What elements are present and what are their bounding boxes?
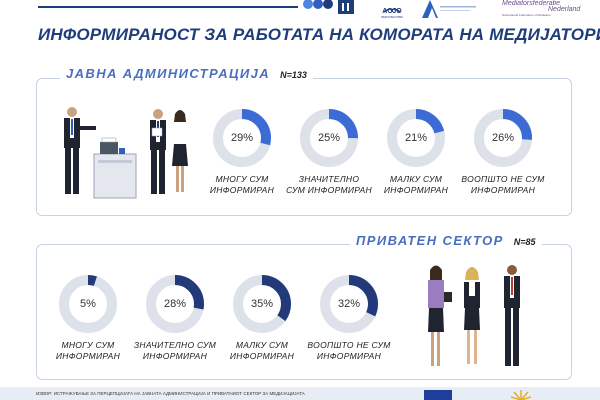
public-donut-2: 21% МАЛКУ СУМ ИНФОРМИРАН <box>371 106 461 216</box>
business-people-illustration <box>428 265 520 366</box>
private-donut-1: 28% ЗНАЧИТЕЛНО СУМ ИНФОРМИРАН <box>130 272 220 382</box>
private-donut-arc-2 <box>233 275 291 333</box>
private-donut-chart-2 <box>233 275 291 333</box>
public-donut-value-1: 25% <box>317 132 341 144</box>
private-donut-value-2: 35% <box>250 298 274 310</box>
private-donut-label-1: ЗНАЧИТЕЛНО СУМ ИНФОРМИРАН <box>124 340 226 362</box>
source-note: ИЗВОР: ИСТРАЖУВАЊЕ ЗА ПЕРЦЕПЦИЈАТА НА ЈА… <box>36 391 305 396</box>
mediators-federation-country: Nederland <box>548 6 581 13</box>
page-title: ИНФОРМИРАНОСТ ЗА РАБОТАТА НА КОМОРАТА НА… <box>38 25 600 44</box>
public-sector-title: ЈАВНА АДМИНИСТРАЦИЈА <box>66 66 271 81</box>
private-donut-chart-1 <box>146 275 204 333</box>
public-donut-chart-1 <box>300 109 358 167</box>
private-donut-label-1-line-2: ИНФОРМИРАН <box>142 351 208 361</box>
private-donut-2: 35% МАЛКУ СУМ ИНФОРМИРАН <box>217 272 307 382</box>
public-donut-label-3-line-1: ВООПШТО НЕ СУМ <box>461 174 545 184</box>
private-donut-label-3-line-1: ВООПШТО НЕ СУМ <box>307 340 391 350</box>
acjo-logo-text: ACJO <box>382 8 402 15</box>
public-donut-value-2: 21% <box>404 132 428 144</box>
eu-flag-icon <box>424 390 452 400</box>
public-donut-label-3-line-2: ИНФОРМИРАН <box>470 185 536 195</box>
private-sector-panel <box>36 244 572 380</box>
mediators-federation-name: Mediatorsfederatie <box>502 0 560 7</box>
public-donut-label-0: МНОГУ СУМ ИНФОРМИРАН <box>191 174 293 196</box>
private-donut-label-0-line-2: ИНФОРМИРАН <box>55 351 121 361</box>
public-donut-0: 29% МНОГУ СУМ ИНФОРМИРАН <box>197 106 287 216</box>
header-rule <box>38 6 298 8</box>
private-donut-value-0: 5% <box>80 298 96 310</box>
public-donut-label-0-line-1: МНОГУ СУМ <box>215 174 269 184</box>
private-donut-label-2-line-2: ИНФОРМИРАН <box>229 351 295 361</box>
mediators-federation-logo: Mediatorsfederatie Nederland Netherlands… <box>500 0 600 18</box>
hearts-logo-icon <box>303 0 354 14</box>
public-donut-label-0-line-2: ИНФОРМИРАН <box>209 185 275 195</box>
private-donut-0: 5% МНОГУ СУМ ИНФОРМИРАН <box>43 272 133 382</box>
acjo-logo-subtext: ПЕРСПЕКТИВА <box>380 15 404 19</box>
office-workers-illustration <box>64 107 188 199</box>
private-donut-label-3-line-2: ИНФОРМИРАН <box>316 351 382 361</box>
public-donut-value-0: 29% <box>230 132 254 144</box>
private-donut-label-0: МНОГУ СУМ ИНФОРМИРАН <box>37 340 139 362</box>
public-donut-chart-3 <box>474 109 532 167</box>
private-donut-label-2-line-1: МАЛКУ СУМ <box>235 340 289 350</box>
public-donut-chart-0 <box>213 109 271 167</box>
private-donut-chart-3 <box>320 275 378 333</box>
public-donut-arc-2 <box>387 109 445 167</box>
private-donut-3: 32% ВООПШТО НЕ СУМ ИНФОРМИРАН <box>304 272 394 382</box>
sun-logo-icon <box>510 390 532 400</box>
private-donut-label-0-line-1: МНОГУ СУМ <box>61 340 115 350</box>
public-sector-header: ЈАВНА АДМИНИСТРАЦИЈА N=133 <box>60 66 313 81</box>
public-donut-label-1-line-2: СУМ ИНФОРМИРАН <box>286 185 372 195</box>
public-donut-arc-3 <box>474 109 532 167</box>
public-donut-chart-2 <box>387 109 445 167</box>
public-donut-arc-0 <box>213 109 271 167</box>
public-donut-label-2: МАЛКУ СУМ ИНФОРМИРАН <box>365 174 467 196</box>
public-donut-label-2-line-2: ИНФОРМИРАН <box>383 185 449 195</box>
public-donut-3: 26% ВООПШТО НЕ СУМ ИНФОРМИРАН <box>458 106 548 216</box>
private-donut-value-3: 32% <box>337 298 361 310</box>
private-donut-label-1-line-1: ЗНАЧИТЕЛНО СУМ <box>133 340 217 350</box>
public-sector-sample-size: N=133 <box>280 70 307 80</box>
private-sector-title: ПРИВАТЕН СЕКТОР <box>356 233 504 248</box>
public-donut-label-2-line-1: МАЛКУ СУМ <box>389 174 443 184</box>
private-donut-label-2: МАЛКУ СУМ ИНФОРМИРАН <box>211 340 313 362</box>
public-donut-label-3: ВООПШТО НЕ СУМ ИНФОРМИРАН <box>452 174 554 196</box>
public-donut-label-1-line-1: ЗНАЧИТЕЛНО <box>298 174 360 184</box>
mediators-federation-subtitle: Netherlands Federation of Mediators <box>502 13 551 17</box>
private-sector-sample-size: N=85 <box>513 237 536 247</box>
book-icon <box>383 8 401 13</box>
private-sector-header: ПРИВАТЕН СЕКТОР N=85 <box>350 233 542 248</box>
private-donut-value-1: 28% <box>163 298 187 310</box>
header-bar: ACJO ПЕРСПЕКТИВА Mediatorsfederatie Nede… <box>0 0 600 22</box>
public-donut-1: 25% ЗНАЧИТЕЛНО СУМ ИНФОРМИРАН <box>284 106 374 216</box>
private-donut-arc-1 <box>146 275 204 333</box>
public-donut-arc-1 <box>300 109 358 167</box>
private-donut-chart-0 <box>59 275 117 333</box>
private-donut-arc-3 <box>320 275 378 333</box>
public-donut-label-1: ЗНАЧИТЕЛНО СУМ ИНФОРМИРАН <box>278 174 380 196</box>
triangle-logo-icon <box>422 0 476 18</box>
private-donut-label-3: ВООПШТО НЕ СУМ ИНФОРМИРАН <box>298 340 400 362</box>
acjo-logo: ACJO ПЕРСПЕКТИВА <box>376 0 408 19</box>
triangle-logo <box>418 0 480 18</box>
public-donut-value-3: 26% <box>491 132 515 144</box>
private-donut-arc-0 <box>59 275 117 333</box>
